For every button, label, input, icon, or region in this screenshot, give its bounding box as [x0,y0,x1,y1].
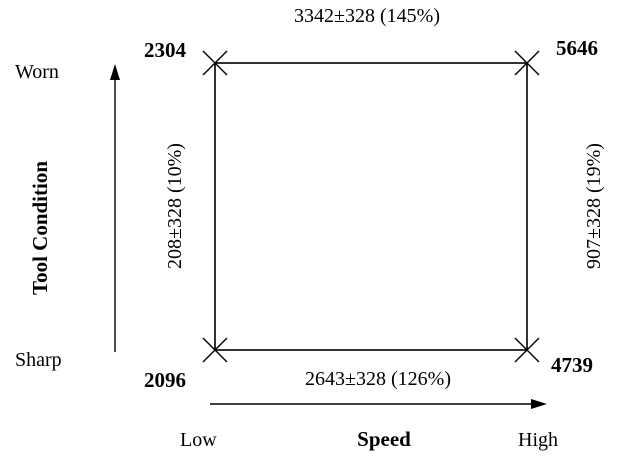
edge-label-right: 907±328 (19%) [583,143,605,269]
corner-value-top-left: 2304 [144,38,187,62]
corner-marker-bottom-left [202,337,228,363]
vertical-axis-title: Tool Condition [28,161,52,295]
corner-value-bottom-left: 2096 [144,368,186,392]
corner-value-bottom-right: 4739 [551,353,593,377]
horizontal-axis-title: Speed [357,427,411,451]
edge-label-bottom: 2643±328 (126%) [305,368,451,390]
corner-marker-top-right [514,50,540,76]
horizontal-axis-low-label: Low [180,429,217,451]
edge-label-left: 208±328 (10%) [164,143,186,269]
corner-marker-top-left [202,50,228,76]
edge-label-top: 3342±328 (145%) [294,5,440,27]
vertical-axis-arrow [110,64,120,352]
vertical-axis-high-label: Worn [15,61,59,83]
horizontal-axis-arrow [210,399,547,409]
factor-square [214,62,528,351]
vertical-axis-low-label: Sharp [15,349,62,371]
corner-marker-bottom-right [514,337,540,363]
corner-value-top-right: 5646 [556,36,598,60]
horizontal-axis-high-label: High [518,429,558,451]
